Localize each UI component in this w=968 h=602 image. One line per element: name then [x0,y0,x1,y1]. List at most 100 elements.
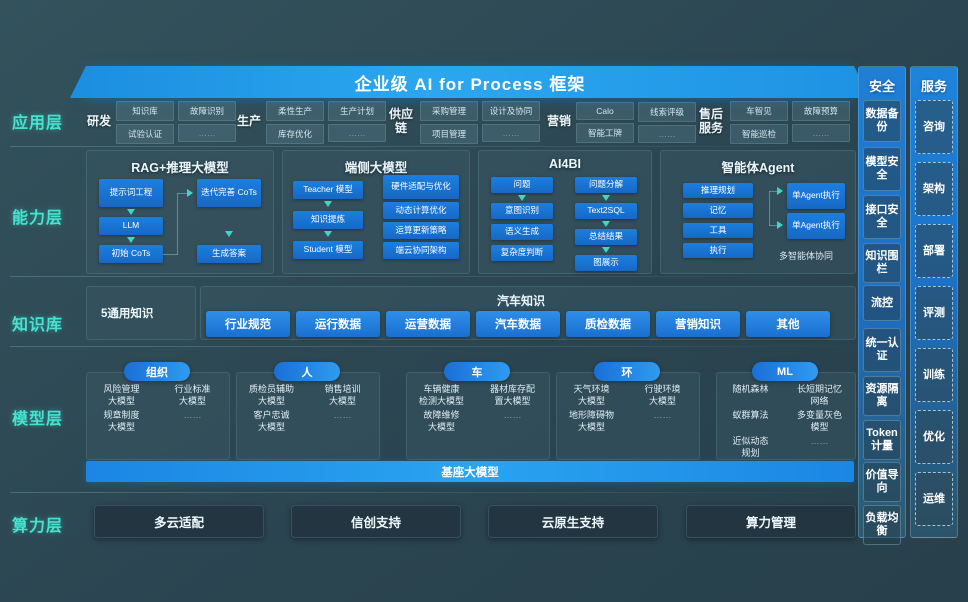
model-item[interactable]: 近似动态 规划 [732,436,769,458]
model-item[interactable]: 随机森林 [732,384,769,394]
application-chip[interactable]: 车智见 [730,100,788,121]
model-item[interactable]: 地形障碍物 大模型 [568,410,614,432]
device-step-dyn-compute[interactable]: 动态计算优化 [383,202,459,219]
device-step-cloud-edge[interactable]: 端云协同架构 [383,242,459,259]
knowledge-chip[interactable]: 质检数据 [566,311,650,337]
model-item[interactable]: …… [333,410,352,420]
model-group-pill[interactable]: 组织 [124,362,190,381]
service-rail-item[interactable]: 运维 [915,472,953,526]
model-item[interactable]: 行业标准 大模型 [174,384,211,406]
model-group-pill[interactable]: ML [752,362,818,381]
application-chip[interactable]: …… [178,123,236,142]
model-item[interactable]: …… [653,410,672,420]
application-chip[interactable]: 智能巡检 [730,123,788,144]
knowledge-chip[interactable]: 营销知识 [656,311,740,337]
agent-step-memory[interactable]: 记忆 [683,203,753,218]
application-chip[interactable]: 采购管理 [420,100,478,121]
application-chip[interactable]: …… [638,124,696,143]
ai4bi-step-complexity[interactable]: 复杂度判断 [491,245,553,261]
knowledge-chip[interactable]: 运营数据 [386,311,470,337]
application-chip[interactable]: …… [482,123,540,142]
application-chip[interactable]: …… [792,123,850,142]
knowledge-chip[interactable]: 汽车数据 [476,311,560,337]
base-model-bar[interactable]: 基座大模型 [86,461,854,482]
model-item[interactable]: 销售培训 大模型 [324,384,361,406]
model-group-card[interactable] [86,372,230,460]
application-chip[interactable]: 生产计划 [328,100,386,121]
knowledge-general-card[interactable]: 5通用知识 [86,286,196,340]
rag-step-prompt[interactable]: 提示词工程 [99,179,163,207]
security-rail-item[interactable]: 知识围栏 [863,243,901,283]
security-rail-item[interactable]: 价值导向 [863,462,901,502]
service-rail-item[interactable]: 优化 [915,410,953,464]
model-item[interactable]: 多变量灰色 模型 [796,410,842,432]
knowledge-chip[interactable]: 运行数据 [296,311,380,337]
model-item[interactable]: 风险管理 大模型 [103,384,140,406]
model-item[interactable]: 客户忠诚 大模型 [253,410,290,432]
application-chip[interactable]: 库存优化 [266,123,324,144]
compute-chip[interactable]: 多云适配 [94,505,264,538]
rag-step-answer[interactable]: 生成答案 [197,245,261,263]
device-step-distill[interactable]: 知识提炼 [293,211,363,229]
model-item[interactable]: 天气环境 大模型 [573,384,610,406]
model-item[interactable]: 规章制度 大模型 [103,410,140,432]
capability-card-ai4bi[interactable]: AI4BI 问题 意图识别 语义生成 复杂度判断 问题分解 Text2SQL 总… [478,150,652,274]
capability-card-device[interactable]: 端侧大模型 Teacher 模型 知识提炼 Student 模型 硬件适配与优化… [282,150,470,274]
service-rail-item[interactable]: 架构 [915,162,953,216]
application-chip[interactable]: 智能工牌 [576,122,634,143]
ai4bi-step-text2sql[interactable]: Text2SQL [575,203,637,219]
agent-single-exec-2[interactable]: 单Agent执行 [787,213,845,239]
device-step-teacher[interactable]: Teacher 模型 [293,181,363,199]
ai4bi-step-chart[interactable]: 图展示 [575,255,637,271]
application-chip[interactable]: Calo [576,101,634,120]
application-chip[interactable]: 故障预算 [792,100,850,121]
model-item[interactable]: 行驶环境 大模型 [644,384,681,406]
agent-step-execute[interactable]: 执行 [683,243,753,258]
security-rail-item[interactable]: 负载均衡 [863,505,901,545]
knowledge-chip[interactable]: 行业规范 [206,311,290,337]
ai4bi-step-summary[interactable]: 总结结果 [575,229,637,245]
compute-chip[interactable]: 信创支持 [291,505,461,538]
security-rail-item[interactable]: Token计量 [863,420,901,460]
knowledge-chip[interactable]: 其他 [746,311,830,337]
model-group-card[interactable] [406,372,550,460]
capability-card-rag[interactable]: RAG+推理大模型 提示词工程 LLM 初始 CoTs 迭代完善 CoTs 生成… [86,150,274,274]
rag-step-iterate-cots[interactable]: 迭代完善 CoTs [197,179,261,207]
application-chip[interactable]: 柔性生产 [266,100,324,121]
model-item[interactable]: …… [810,436,829,446]
capability-card-agent[interactable]: 智能体Agent 推理规划 记忆 工具 执行 单Agent执行 单Agent执行… [660,150,856,274]
model-group-pill[interactable]: 人 [274,362,340,381]
application-chip[interactable]: …… [328,123,386,142]
model-group-pill[interactable]: 环 [594,362,660,381]
model-group-card[interactable] [716,372,856,460]
model-item[interactable]: 器材库存配 置大模型 [489,384,535,406]
agent-step-planning[interactable]: 推理规划 [683,183,753,198]
security-rail-item[interactable]: 流控 [863,285,901,321]
security-rail-item[interactable]: 统一认证 [863,328,901,372]
service-rail-item[interactable]: 训练 [915,348,953,402]
device-step-update-policy[interactable]: 运算更新策略 [383,222,459,239]
ai4bi-step-decompose[interactable]: 问题分解 [575,177,637,193]
rag-step-llm[interactable]: LLM [99,217,163,235]
model-item[interactable]: 质检员辅助 大模型 [248,384,294,406]
application-chip[interactable]: 设计及协同 [482,100,540,121]
application-chip[interactable]: 试验认证 [116,123,174,144]
model-item[interactable]: …… [183,410,202,420]
ai4bi-step-semantic[interactable]: 语义生成 [491,224,553,240]
service-rail-item[interactable]: 评测 [915,286,953,340]
agent-single-exec-1[interactable]: 单Agent执行 [787,183,845,209]
model-item[interactable]: 车辆健康 检测大模型 [418,384,464,406]
security-rail-item[interactable]: 数据备份 [863,100,901,142]
device-step-hw-adapt[interactable]: 硬件适配与优化 [383,175,459,199]
model-item[interactable]: …… [503,410,522,420]
compute-chip[interactable]: 云原生支持 [488,505,658,538]
compute-chip[interactable]: 算力管理 [686,505,856,538]
service-rail-item[interactable]: 咨询 [915,100,953,154]
model-item[interactable]: 故障维修 大模型 [423,410,460,432]
security-rail-item[interactable]: 接口安全 [863,195,901,239]
model-item[interactable]: 长短期记忆 网络 [796,384,842,406]
rag-step-initial-cots[interactable]: 初始 CoTs [99,245,163,263]
application-chip[interactable]: 项目管理 [420,123,478,144]
security-rail-item[interactable]: 模型安全 [863,147,901,191]
model-item[interactable]: 蚁群算法 [732,410,769,420]
